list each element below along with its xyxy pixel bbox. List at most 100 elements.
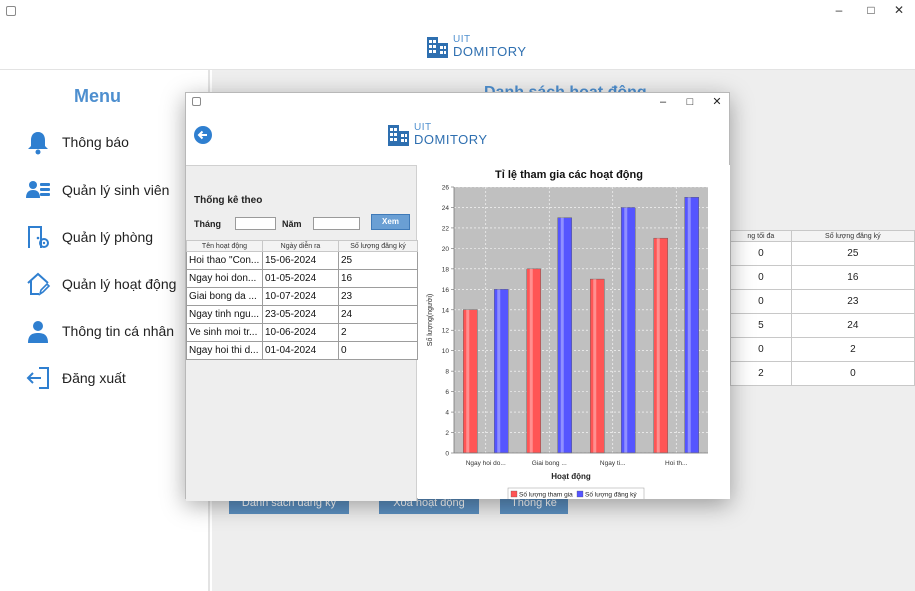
- table-row[interactable]: Ngay hoi thi d... 01-04-2024 0: [186, 341, 418, 360]
- column-header: Ngày diễn ra: [262, 240, 339, 252]
- sidebar-item-label: Thông báo: [62, 134, 129, 150]
- sidebar-item-activities[interactable]: Quản lý hoạt động: [24, 270, 176, 298]
- sidebar-item-profile[interactable]: Thông tin cá nhân: [24, 317, 174, 345]
- y-tick-label: 22: [442, 225, 450, 232]
- bar-highlight: [560, 217, 564, 453]
- legend-entry: Số lượng tham gia: [519, 490, 573, 499]
- logout-icon: [24, 364, 52, 392]
- year-label: Năm: [282, 219, 302, 229]
- bell-icon: [24, 128, 52, 156]
- x-tick-label: Hoi th...: [665, 460, 688, 467]
- activity-table: ng tối đa Số lượng đăng ký 0 25 0 16 0 23 5…: [730, 230, 915, 386]
- sidebar-item-label: Thông tin cá nhân: [62, 323, 175, 339]
- bar-highlight: [624, 207, 628, 453]
- minimize-button[interactable]: –: [835, 3, 843, 17]
- sidebar-item-label: Quản lý sinh viên: [62, 182, 170, 198]
- table-row[interactable]: 0 25: [730, 241, 915, 266]
- column-header: Số lượng đăng ký: [338, 240, 418, 252]
- bar: [463, 309, 478, 454]
- table-cell: 0: [730, 265, 792, 290]
- table-cell: 0: [730, 337, 792, 362]
- bar: [684, 197, 699, 454]
- bar-highlight: [497, 289, 501, 453]
- java-app-icon: [6, 6, 16, 16]
- table-cell: 23: [338, 287, 418, 306]
- menu-title: Menu: [74, 86, 121, 106]
- table-cell: 24: [790, 313, 915, 338]
- table-row[interactable]: 0 23: [730, 289, 915, 314]
- table-header-row: ng tối đa Số lượng đăng ký: [730, 230, 915, 242]
- y-tick-label: 20: [442, 246, 450, 253]
- sidebar-item-notifications[interactable]: Thông báo: [24, 128, 129, 156]
- bar-highlight: [466, 309, 470, 453]
- dialog-minimize-button[interactable]: –: [659, 96, 667, 108]
- dialog-maximize-button[interactable]: □: [686, 96, 694, 108]
- sidebar-item-rooms[interactable]: Quản lý phòng: [24, 223, 153, 251]
- table-cell: Hoi thao "Con...: [186, 251, 263, 270]
- close-button[interactable]: ✕: [893, 3, 905, 17]
- bar-highlight: [656, 238, 660, 453]
- main-header: UIT DOMITORY: [0, 22, 915, 70]
- users-icon: [24, 176, 52, 204]
- table-row[interactable]: Ngay hoi don... 01-05-2024 16: [186, 269, 418, 288]
- y-tick-label: 16: [442, 287, 450, 294]
- table-cell: 2: [730, 361, 792, 386]
- table-row[interactable]: 0 16: [730, 265, 915, 290]
- column-header: Tên hoạt động: [186, 240, 263, 252]
- dialog-domitory-logo: UIT DOMITORY: [387, 122, 488, 147]
- bar: [494, 289, 509, 454]
- room-settings-icon: [24, 223, 52, 251]
- user-icon: [24, 317, 52, 345]
- table-row[interactable]: Giai bong da ... 10-07-2024 23: [186, 287, 418, 306]
- y-tick-label: 14: [442, 307, 450, 314]
- y-tick-label: 18: [442, 266, 450, 273]
- table-cell: Ve sinh moi tr...: [186, 323, 263, 342]
- x-tick-label: Giai bong ...: [532, 460, 567, 467]
- table-cell: 0: [790, 361, 915, 386]
- back-button[interactable]: [194, 126, 212, 144]
- table-cell: 25: [790, 241, 915, 266]
- table-cell: 10-06-2024: [262, 323, 339, 342]
- bar-highlight: [529, 268, 533, 453]
- table-cell: 15-06-2024: [262, 251, 339, 270]
- sidebar-item-students[interactable]: Quản lý sinh viên: [24, 176, 169, 204]
- table-row[interactable]: 5 24: [730, 313, 915, 338]
- table-cell: 0: [730, 241, 792, 266]
- table-header-row: Tên hoạt động Ngày diễn ra Số lượng đăng…: [186, 240, 418, 252]
- building-icon: [427, 36, 448, 58]
- dialog-close-button[interactable]: ✕: [712, 96, 722, 108]
- month-input[interactable]: [235, 217, 276, 230]
- bar-chart: Tỉ lệ tham gia các hoạt động024681012141…: [425, 169, 708, 499]
- table-cell: 16: [338, 269, 418, 288]
- table-cell: 5: [730, 313, 792, 338]
- java-app-icon: [192, 97, 201, 106]
- participation-chart: Tỉ lệ tham gia các hoạt động 0 2 4 6 8 10 12 14 1…: [418, 165, 730, 499]
- statistics-filter-panel: Thống kê theo Tháng Năm Xem Tên hoạt độn…: [186, 165, 418, 501]
- table-cell: Ngay hoi thi d...: [186, 341, 263, 360]
- bar: [653, 237, 668, 454]
- table-cell: Ngay tinh ngu...: [186, 305, 263, 324]
- y-tick-label: 2: [445, 430, 449, 437]
- sidebar: Menu Thông báo Quản lý sinh viên Quản lý…: [0, 70, 210, 591]
- column-header: ng tối đa: [730, 230, 792, 242]
- table-cell: 23-05-2024: [262, 305, 339, 324]
- table-row[interactable]: Ngay tinh ngu... 23-05-2024 24: [186, 305, 418, 324]
- view-button[interactable]: Xem: [371, 214, 410, 230]
- dialog-titlebar: – □ ✕: [186, 93, 729, 111]
- y-tick-label: 24: [442, 205, 450, 212]
- table-row[interactable]: Hoi thao "Con... 15-06-2024 25: [186, 251, 418, 270]
- bar-highlight: [593, 279, 597, 453]
- bar-highlight: [687, 197, 691, 453]
- year-input[interactable]: [313, 217, 360, 230]
- sidebar-item-logout[interactable]: Đăng xuất: [24, 364, 126, 392]
- y-tick-label: 12: [442, 328, 450, 335]
- table-cell: Giai bong da ...: [186, 287, 263, 306]
- y-tick-label: 0: [445, 451, 449, 458]
- legend-entry: Số lượng đăng ký: [585, 490, 637, 499]
- column-header: Số lượng đăng ký: [790, 230, 915, 242]
- table-cell: 0: [338, 341, 418, 360]
- maximize-button[interactable]: □: [867, 3, 875, 17]
- table-row[interactable]: Ve sinh moi tr... 10-06-2024 2: [186, 323, 418, 342]
